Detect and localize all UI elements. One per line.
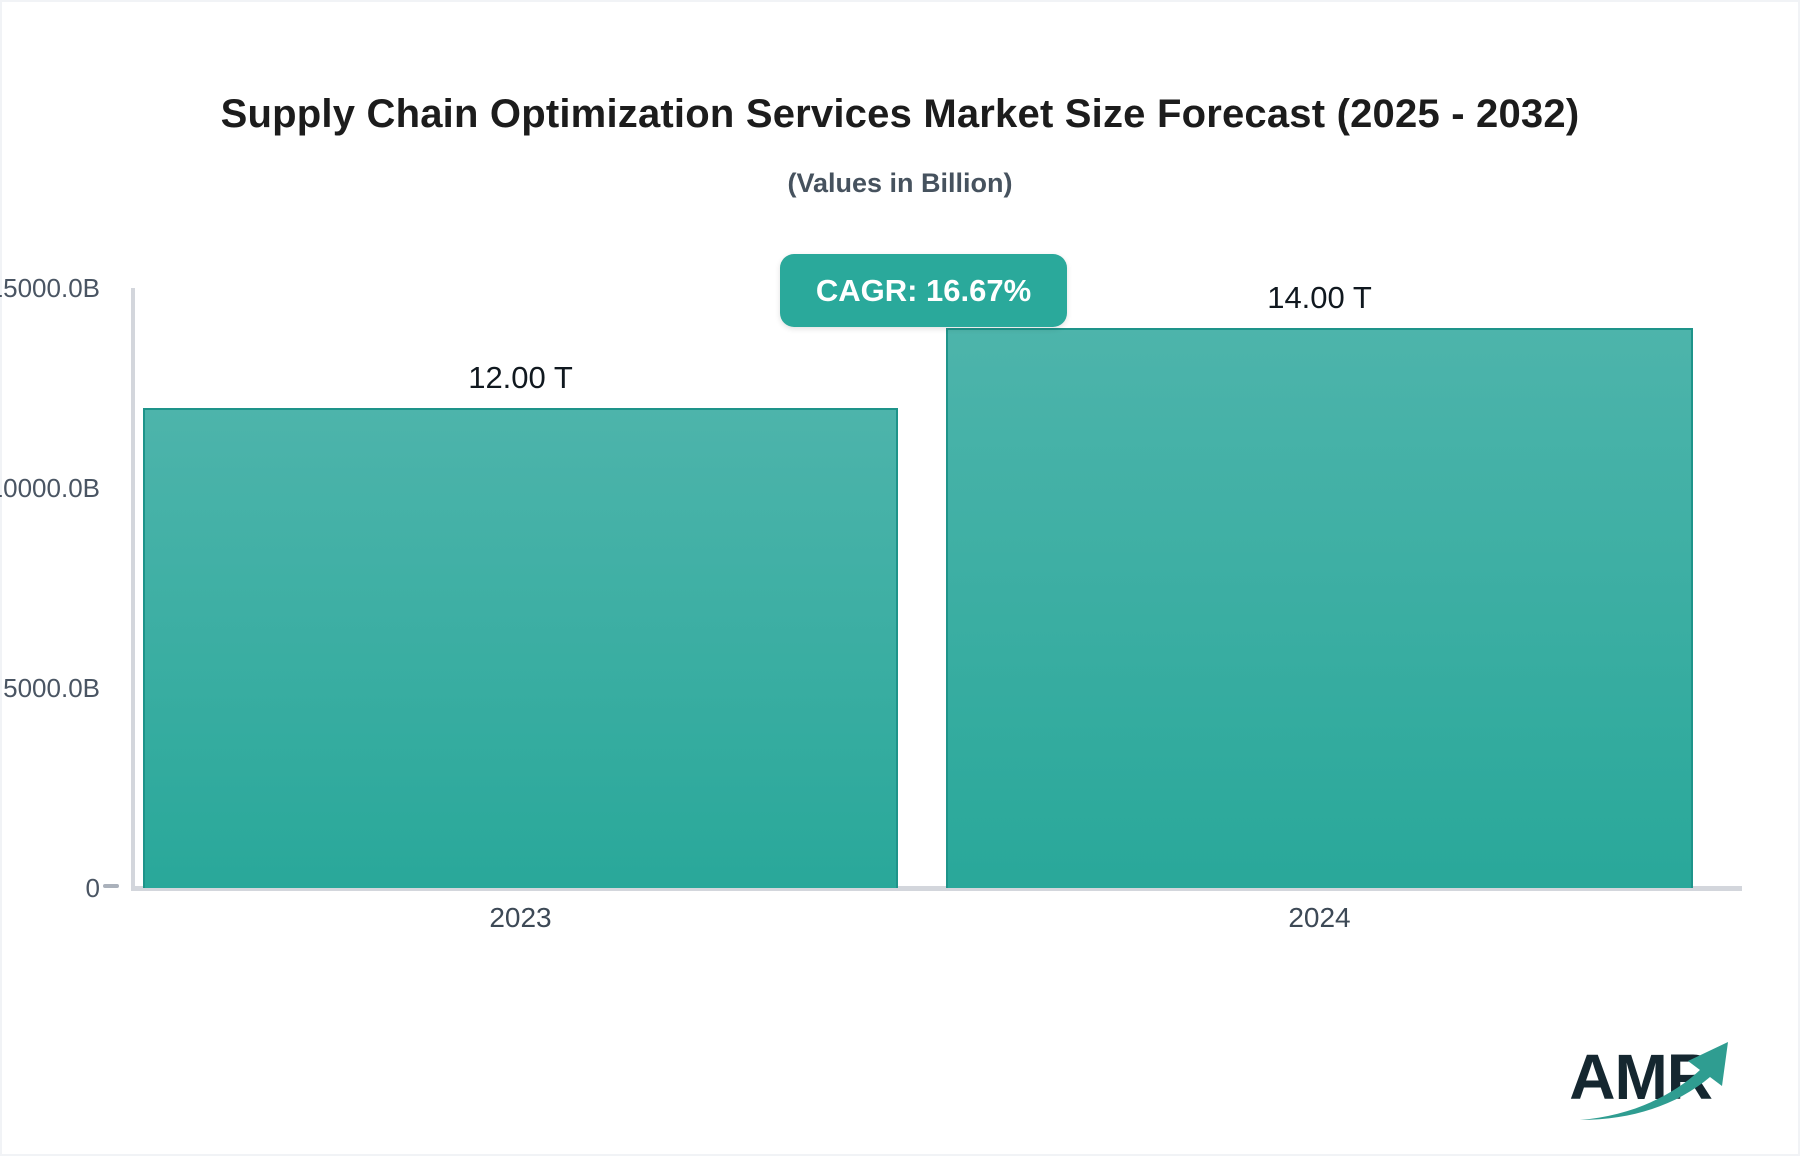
x-axis-line [131,886,1742,891]
chart-subtitle: (Values in Billion) [787,168,1013,198]
amr-logo-text: AMR [1569,1041,1713,1113]
bar-2024[interactable] [946,328,1693,888]
bar-2023[interactable] [143,408,898,888]
x-axis-category-label: 2024 [1288,902,1351,933]
bar-value-label: 12.00 T [468,360,573,395]
y-tick-label: 10000.0B [0,473,100,503]
y-tick-label: 15000.0B [0,273,100,303]
y-axis-labels: 15000.0B 10000.0B 5000.0B 0 [0,0,100,1156]
cagr-badge: CAGR: 16.67% [780,254,1067,327]
y-tick-label: 5000.0B [3,673,100,703]
amr-logo: AMR [1569,1032,1728,1122]
x-axis-category-label: 2023 [489,902,552,933]
bar-value-label: 14.00 T [1267,280,1372,315]
y-axis-line [131,288,135,890]
chart-title: Supply Chain Optimization Services Marke… [220,92,1580,136]
trend-up-arrow-icon [1580,1042,1728,1120]
zero-tick-mark [103,884,119,888]
y-tick-label: 0 [85,873,100,903]
